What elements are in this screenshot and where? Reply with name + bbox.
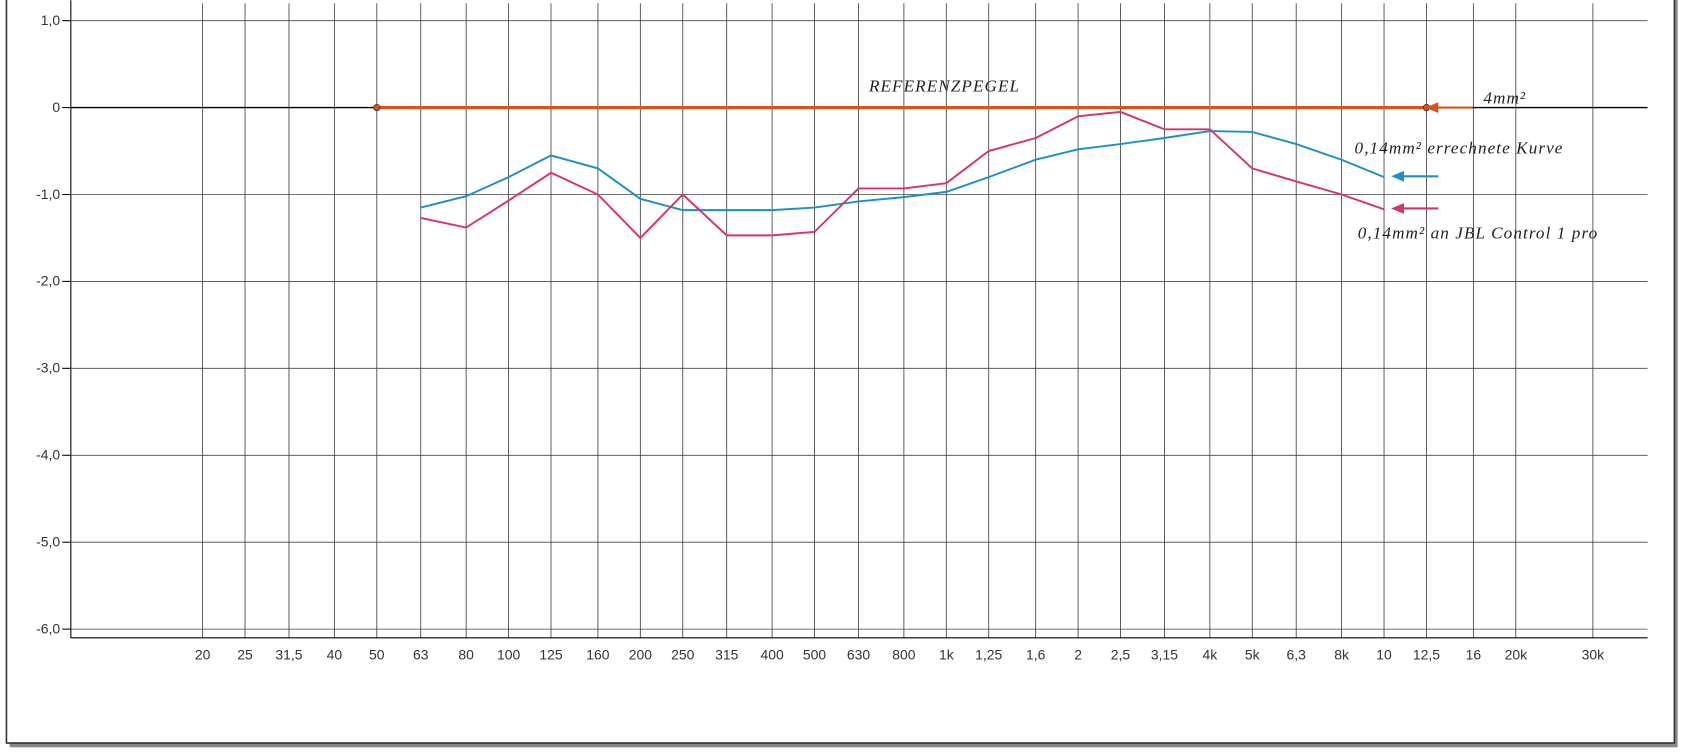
x-tick-label: 12,5: [1413, 646, 1440, 662]
x-tick-label: 160: [586, 646, 610, 662]
annotation: REFERENZPEGEL: [868, 76, 1020, 95]
x-tick-label: 1k: [939, 646, 954, 662]
series-line: [420, 110, 1385, 240]
point: [373, 104, 381, 112]
legend-arrowhead: [1425, 102, 1439, 113]
x-tick-label: 2,5: [1111, 646, 1131, 662]
x-tick-label: 315: [715, 646, 739, 662]
x-tick-label: 50: [369, 646, 385, 662]
x-tick-label: 20k: [1505, 646, 1528, 662]
x-tick-label: 16: [1466, 646, 1482, 662]
legend-label: 4mm²: [1483, 88, 1526, 107]
y-tick-label: -5,0: [36, 533, 60, 549]
legend-arrowhead: [1391, 170, 1404, 182]
x-tick-label: 500: [803, 646, 827, 662]
x-tick-label: 200: [629, 646, 653, 662]
y-tick-label: -3,0: [36, 360, 60, 376]
x-tick-label: 1,25: [975, 646, 1002, 662]
y-tick-label: -4,0: [36, 447, 60, 463]
x-tick-label: 5k: [1245, 646, 1260, 662]
x-tick-label: 4k: [1202, 646, 1217, 662]
y-tick-label: -6,0: [36, 620, 60, 636]
x-tick-label: 30k: [1582, 646, 1605, 662]
y-tick-label: 0: [52, 99, 60, 115]
x-tick-label: 1,6: [1026, 646, 1046, 662]
x-tick-label: 2: [1074, 646, 1082, 662]
legend-label: 0,14mm² an JBL Control 1 pro: [1358, 224, 1598, 243]
x-tick-label: 80: [458, 646, 474, 662]
legend-arrowhead: [1391, 203, 1404, 214]
x-tick-label: 125: [539, 646, 563, 662]
legend-label: 0,14mm² errechnete Kurve: [1355, 139, 1564, 158]
x-tick-label: 25: [237, 646, 253, 662]
x-tick-label: 10: [1376, 646, 1392, 662]
x-tick-label: 3,15: [1151, 646, 1178, 662]
y-tick-label: 1,0: [41, 12, 61, 28]
x-tick-label: 250: [671, 646, 695, 662]
series-line: [420, 130, 1385, 212]
x-tick-label: 8k: [1334, 646, 1349, 662]
x-tick-label: 40: [327, 646, 343, 662]
frame: [5, 0, 1676, 744]
x-tick-label: 6,3: [1287, 646, 1307, 662]
x-tick-label: 630: [847, 646, 871, 662]
x-tick-label: 400: [760, 646, 784, 662]
y-tick-label: -2,0: [36, 273, 60, 289]
x-tick-label: 31,5: [275, 646, 302, 662]
x-tick-label: 800: [892, 646, 916, 662]
x-tick-label: 63: [413, 646, 429, 662]
x-tick-label: 20: [195, 646, 211, 662]
x-tick-label: 100: [497, 646, 521, 662]
y-tick-label: -1,0: [36, 186, 60, 202]
